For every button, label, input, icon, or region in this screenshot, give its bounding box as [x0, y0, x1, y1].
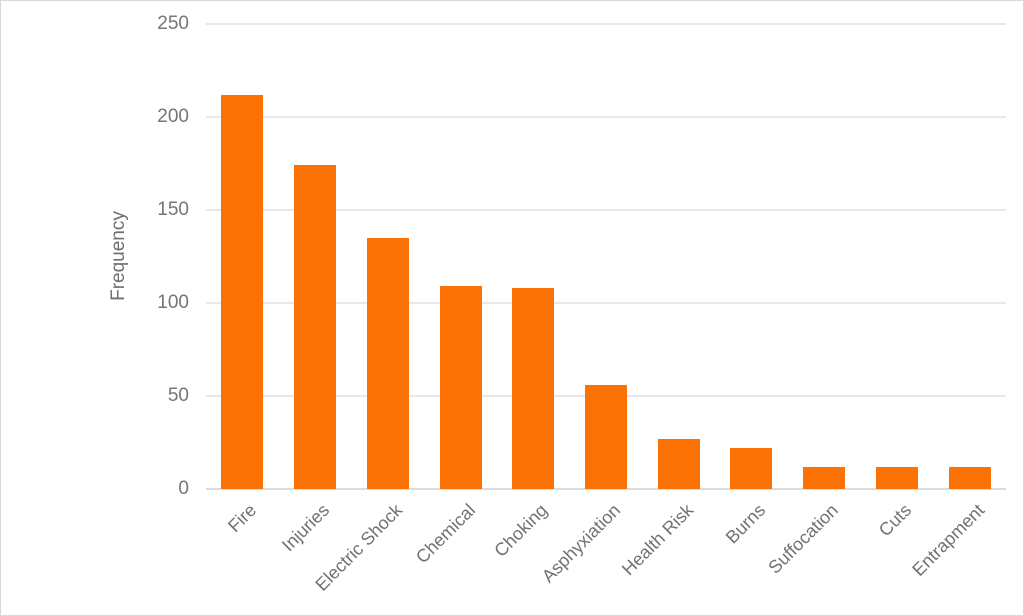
x-tick-label-burns: Burns [722, 500, 770, 548]
bar-asphyxiation [585, 384, 627, 489]
bar-fire [221, 94, 264, 489]
y-axis-title: Frequency [108, 211, 129, 301]
gridline-y-200 [206, 116, 1006, 118]
gridline-y-150 [206, 209, 1006, 211]
bar-chemical [439, 286, 482, 489]
x-tick-label-choking: Choking [490, 500, 552, 561]
x-tick-label-health-risk: Health Risk [617, 500, 697, 580]
x-tick-label-suffocation: Suffocation [764, 500, 843, 578]
x-tick-label-entrapment: Entrapment [907, 500, 988, 580]
y-tick-label-50: 50 [167, 385, 189, 406]
gridline-y-0 [206, 488, 1006, 490]
bar-entrapment [948, 466, 991, 489]
gridline-y-100 [206, 302, 1006, 304]
bar-suffocation [803, 466, 846, 489]
x-tick-label-chemical: Chemical [411, 500, 479, 568]
y-tick-label-0: 0 [178, 478, 189, 499]
x-tick-label-injuries: Injuries [278, 500, 334, 556]
x-tick-label-cuts: Cuts [874, 500, 916, 541]
y-tick-label-200: 200 [157, 106, 189, 127]
bar-burns [730, 448, 773, 489]
bar-health-risk [657, 438, 700, 489]
bar-choking [512, 288, 555, 489]
bar-injuries [294, 165, 337, 489]
y-tick-label-150: 150 [157, 199, 189, 220]
bar-electric-shock [366, 237, 409, 489]
bar-cuts [875, 466, 918, 489]
x-tick-label-fire: Fire [224, 500, 261, 537]
gridline-y-250 [206, 23, 1006, 25]
plot-area [206, 23, 1006, 490]
y-tick-label-100: 100 [157, 292, 189, 313]
y-tick-label-250: 250 [157, 13, 189, 34]
